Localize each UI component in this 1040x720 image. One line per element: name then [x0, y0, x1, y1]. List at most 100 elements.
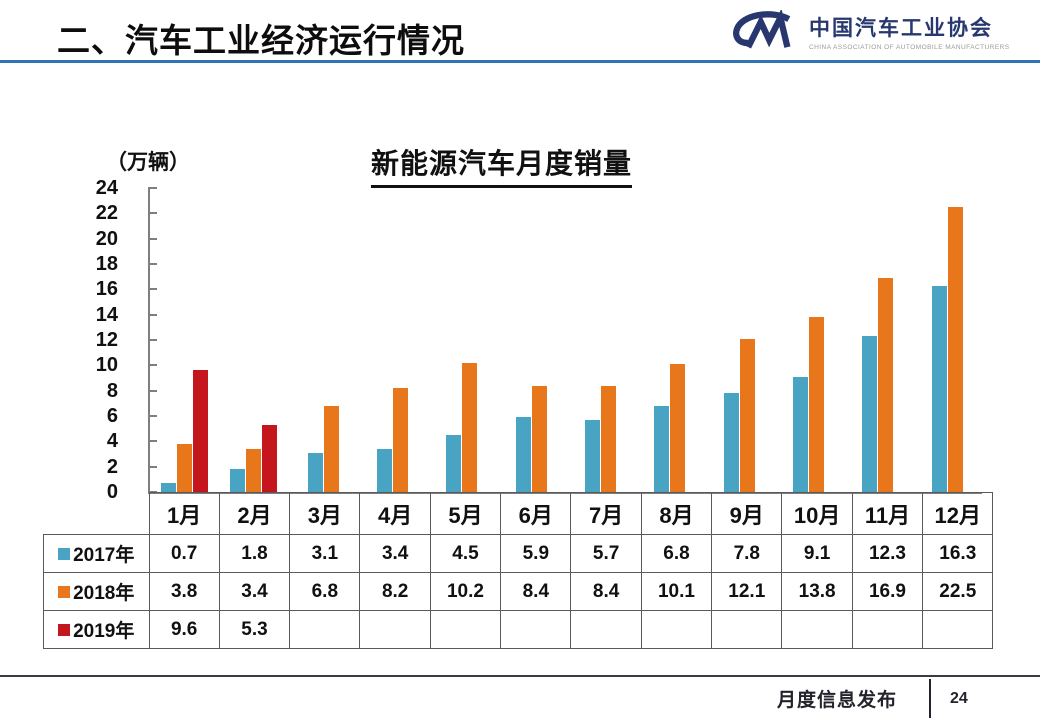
- value-cell-2019年-10月: [781, 610, 853, 649]
- table-month-header: 7月: [570, 492, 642, 535]
- value-cell-2019年-4月: [359, 610, 431, 649]
- bar-2018年-8月: [670, 364, 686, 492]
- caam-logo: 中国汽车工业协会 CHINA ASSOCIATION OF AUTOMOBILE…: [730, 10, 1010, 52]
- org-name-cn: 中国汽车工业协会: [809, 16, 993, 40]
- value-cell-2019年-11月: [851, 610, 924, 649]
- header-rule: [0, 60, 1040, 63]
- bar-2017年-2月: [230, 469, 246, 492]
- series-name: 2017年: [73, 545, 135, 566]
- value-cell-2019年-2月: 5.3: [218, 610, 291, 649]
- bar-2018年-4月: [393, 388, 409, 492]
- y-axis-tick-label: 2: [106, 455, 118, 478]
- y-axis-tick-mark: [148, 237, 157, 240]
- bar-2018年-1月: [177, 443, 193, 492]
- value-cell-2018年-9月: 12.1: [711, 572, 783, 611]
- y-axis-tick-mark: [148, 364, 157, 367]
- table-header-row: 1月 2月 3月 4月 5月 6月 7月 8月 9月 10月 11月 12月: [44, 492, 994, 535]
- bar-2017年-6月: [515, 417, 531, 492]
- table-month-header: 1月: [148, 492, 220, 535]
- table-month-header: 4月: [359, 492, 431, 535]
- table-row-2019年: 2019年 9.6 5.3: [43, 610, 994, 649]
- bar-group-6月: [497, 188, 566, 492]
- y-axis-tick-mark: [148, 465, 157, 468]
- org-name-en: CHINA ASSOCIATION OF AUTOMOBILE MANUFACT…: [809, 43, 1010, 51]
- bar-group-4月: [358, 188, 427, 492]
- y-axis-tick-label: 8: [106, 379, 118, 402]
- y-axis-tick-mark: [148, 440, 157, 443]
- bar-2018年-12月: [947, 207, 963, 492]
- y-axis-tick-label: 22: [95, 202, 118, 225]
- table-month-header: 12月: [922, 492, 994, 535]
- legend-swatch-2017年: [58, 547, 71, 560]
- y-axis-tick-mark: [148, 415, 157, 417]
- page-title: 二、汽车工业经济运行情况: [57, 22, 465, 59]
- bar-group-8月: [635, 188, 704, 492]
- value-cell-2017年-5月: 4.5: [429, 534, 502, 573]
- value-cell-2017年-4月: 3.4: [359, 534, 431, 573]
- bar-2017年-9月: [723, 393, 739, 492]
- y-axis-tick-mark: [148, 263, 157, 265]
- table-corner-cell: [44, 493, 150, 535]
- bar-2018年-11月: [878, 277, 894, 492]
- series-label-cell: 2017年: [43, 534, 150, 573]
- value-cell-2018年-4月: 8.2: [359, 572, 431, 611]
- series-label-cell: 2019年: [43, 610, 150, 649]
- table-month-header: 3月: [289, 492, 361, 535]
- bar-group-1月: [150, 188, 219, 492]
- value-cell-2019年-8月: [640, 610, 713, 649]
- bar-2018年-3月: [323, 405, 339, 492]
- bar-2017年-8月: [654, 405, 670, 492]
- value-cell-2019年-3月: [289, 610, 361, 649]
- footer-label: 月度信息发布: [777, 690, 898, 711]
- bar-2017年-5月: [446, 435, 462, 492]
- value-cell-2019年-12月: [922, 610, 994, 649]
- y-axis-tick-label: 24: [95, 177, 118, 199]
- y-axis-tick-mark: [148, 212, 157, 215]
- value-cell-2017年-3月: 3.1: [289, 534, 361, 573]
- bar-2018年-6月: [531, 385, 547, 492]
- table-month-header: 6月: [500, 492, 572, 535]
- bar-group-11月: [843, 188, 912, 492]
- table-month-header: 8月: [640, 492, 713, 535]
- y-axis-tick-label: 4: [106, 430, 118, 453]
- page-number: 24: [950, 690, 968, 707]
- value-cell-2018年-1月: 3.8: [148, 572, 220, 611]
- value-cell-2018年-11月: 16.9: [851, 572, 924, 611]
- value-cell-2018年-2月: 3.4: [218, 572, 291, 611]
- bar-2017年-12月: [931, 285, 947, 492]
- bar-2019年-1月: [193, 370, 209, 492]
- bar-group-10月: [774, 188, 843, 492]
- table-month-header: 10月: [781, 492, 853, 535]
- value-cell-2019年-5月: [429, 610, 502, 649]
- bar-2017年-1月: [161, 483, 177, 492]
- footer-divider: [929, 679, 931, 718]
- y-axis-tick-label: 14: [95, 303, 118, 326]
- value-cell-2017年-8月: 6.8: [640, 534, 713, 573]
- y-axis-tick-label: 10: [95, 354, 118, 377]
- series-label-cell: 2018年: [43, 572, 150, 611]
- table-month-header: 9月: [711, 492, 783, 535]
- value-cell-2017年-2月: 1.8: [218, 534, 291, 573]
- caam-logo-icon: [733, 10, 791, 49]
- value-cell-2017年-1月: 0.7: [148, 534, 220, 573]
- y-axis-tick-label: 20: [95, 227, 118, 250]
- bar-2017年-10月: [793, 376, 809, 492]
- data-table: 1月 2月 3月 4月 5月 6月 7月 8月 9月 10月 11月 12月 2017年 0.7 1.8 3.…: [43, 492, 994, 649]
- table-row-2018年: 2018年 3.8 3.4 6.8 8.2 10.2 8.4 8.4 10.1 12.1 13.8 1…: [43, 572, 994, 611]
- table-month-header: 5月: [429, 492, 502, 535]
- bar-group-12月: [913, 188, 982, 492]
- y-axis-tick-mark: [148, 288, 157, 291]
- bar-2017年-7月: [585, 419, 601, 492]
- value-cell-2018年-7月: 8.4: [570, 572, 642, 611]
- table-month-header: 2月: [218, 492, 291, 535]
- chart-title: 新能源汽车月度销量: [371, 142, 633, 188]
- y-axis-unit-label: （万辆）: [106, 151, 190, 174]
- table-row-2017年: 2017年 0.7 1.8 3.1 3.4 4.5 5.9 5.7 6.8 7.8 9.1 12.3 1…: [43, 534, 994, 573]
- value-cell-2017年-9月: 7.8: [711, 534, 783, 573]
- legend-swatch-2019年: [58, 623, 71, 636]
- bar-2017年-11月: [862, 336, 878, 492]
- y-axis-tick-mark: [148, 313, 157, 316]
- y-axis-tick-label: 16: [95, 278, 118, 301]
- value-cell-2018年-3月: 6.8: [289, 572, 361, 611]
